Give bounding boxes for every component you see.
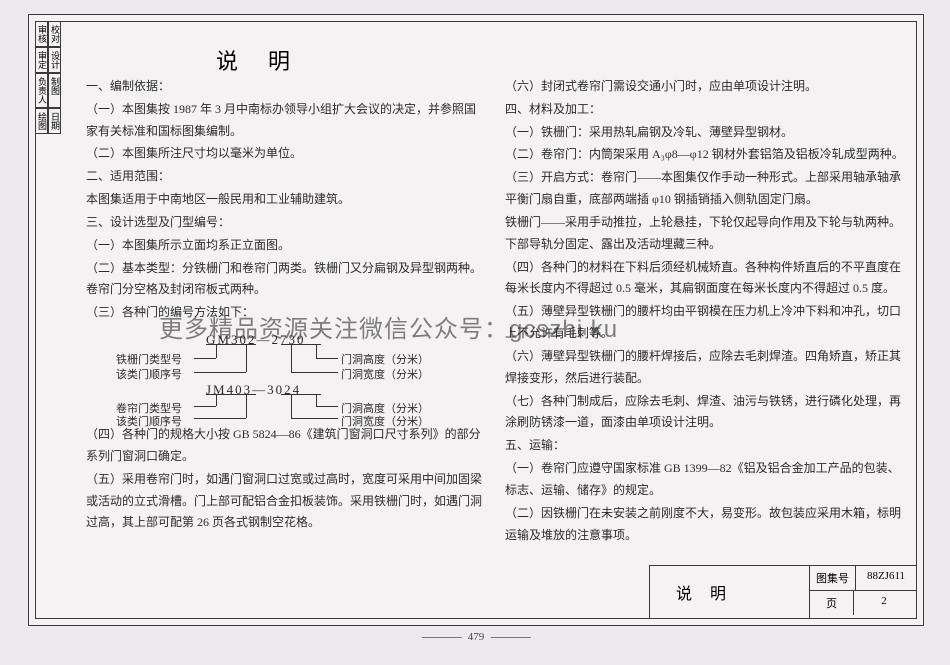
para: 五、运输： (505, 435, 904, 457)
para: （一）卷帘门应遵守国家标准 GB 1399—82《铝及铝合金加工产品的包装、标志… (505, 458, 904, 502)
connector (316, 358, 338, 359)
connector (316, 344, 317, 358)
tab-cell: 审核 (35, 21, 48, 47)
diagram-label: 该类门顺序号 (116, 412, 182, 432)
para: 铁栅门——采用手动推拉，上轮悬挂，下轮仅起导向作用及下轮与轨两种。下部导轨分固定… (505, 212, 904, 256)
para: （七）各种门制成后，应除去毛刺、焊渣、油污与铁锈，进行磷化处理，再涂刷防锈漆一道… (505, 391, 904, 435)
connector (291, 394, 292, 418)
tab-cell: 日期 (48, 108, 61, 134)
underline (281, 344, 321, 345)
para: （三）各种门的编号方法如下： (86, 302, 485, 324)
document-page: 审核 校对 审定 设计 负责人 制图 绘图 日期 说明 一、编制依据： （一）本… (28, 14, 924, 626)
connector (216, 394, 217, 406)
connector (194, 372, 246, 373)
diagram-label: 门洞宽度（分米） (341, 365, 429, 385)
para: （二）本图集所注尺寸均以毫米为单位。 (86, 143, 485, 165)
para: （二）因铁栅门在未安装之前刚度不大，易变形。故包装应采用木箱，标明运输及堆放的注… (505, 503, 904, 547)
diagram-label: 该类门顺序号 (116, 365, 182, 385)
para: （六）封闭式卷帘门需设交通小门时，应由单项设计注明。 (505, 76, 904, 98)
para: （六）薄壁异型铁栅门的腰杆焊接后，应除去毛刺焊渣。四角矫直，矫正其焊接变形，然后… (505, 346, 904, 390)
connector (246, 394, 247, 418)
page-label: 页 (810, 591, 854, 615)
connector (316, 406, 338, 407)
underline (206, 344, 256, 345)
side-tab-row: 审定 设计 (35, 47, 71, 73)
side-tab-row: 审核 校对 (35, 21, 71, 47)
connector (194, 358, 216, 359)
connector (291, 418, 338, 419)
atlas-label: 图集号 (810, 566, 856, 590)
side-tab-row: 绘图 日期 (35, 108, 71, 134)
tab-cell: 绘图 (35, 108, 48, 134)
code-diagram-1: GM302—2730 铁栅门类型号 该类门顺序号 门洞高度（分米） 门洞宽度（分… (116, 328, 485, 420)
underline (206, 394, 256, 395)
connector (291, 344, 292, 372)
tab-cell: 设计 (48, 47, 61, 73)
underline (281, 394, 321, 395)
footer-block: 说明 图集号 88ZJ611 页 2 (649, 565, 917, 619)
footer-row: 图集号 88ZJ611 (810, 566, 916, 591)
para: 三、设计选型及门型编号： (86, 212, 485, 234)
footer-title: 说明 (650, 566, 810, 618)
tab-cell: 负责人 (35, 73, 48, 108)
side-tab-row: 负责人 制图 (35, 73, 71, 108)
para: （五）采用卷帘门时，如遇门窗洞口过宽或过高时，宽度可采用中间加固梁或活动的立式滑… (86, 469, 485, 534)
para: （一）本图集所示立面均系正立面图。 (86, 235, 485, 257)
connector (194, 418, 246, 419)
para: 四、材料及加工： (505, 99, 904, 121)
para: （一）本图集按 1987 年 3 月中南标办领导小组扩大会议的决定，并参照国家有… (86, 99, 485, 143)
para: （五）薄壁异型铁栅门的腰杆均由平钢模在压力机上冷冲下料和冲孔，切口上不允许有毛刺… (505, 301, 904, 345)
page-value: 2 (854, 591, 914, 615)
tab-cell: 制图 (48, 73, 61, 108)
para: 二、适用范围： (86, 166, 485, 188)
page-title: 说明 (216, 44, 320, 76)
content-area: 一、编制依据： （一）本图集按 1987 年 3 月中南标办领导小组扩大会议的决… (86, 76, 904, 568)
para: 本图集适用于中南地区一般民用和工业辅助建筑。 (86, 189, 485, 211)
para: （一）铁栅门：采用热轧扁钢及冷轧、薄壁异型钢材。 (505, 122, 904, 144)
para: （四）各种门的材料在下料后须经机械矫直。各种构件矫直后的不平直度在每米长度内不得… (505, 257, 904, 301)
footer-grid: 图集号 88ZJ611 页 2 (810, 566, 916, 618)
footer-row: 页 2 (810, 591, 916, 615)
connector (316, 394, 317, 406)
left-column: 一、编制依据： （一）本图集按 1987 年 3 月中南标办领导小组扩大会议的决… (86, 76, 485, 568)
inner-frame: 审核 校对 审定 设计 负责人 制图 绘图 日期 说明 一、编制依据： （一）本… (35, 21, 917, 619)
code-text: JM403—3024 (206, 378, 301, 402)
tab-cell: 校对 (48, 21, 61, 47)
right-column: （六）封闭式卷帘门需设交通小门时，应由单项设计注明。 四、材料及加工： （一）铁… (505, 76, 904, 568)
para: 一、编制依据： (86, 76, 485, 98)
side-tab-block: 审核 校对 审定 设计 负责人 制图 绘图 日期 (35, 21, 71, 134)
connector (194, 406, 216, 407)
tab-cell: 审定 (35, 47, 48, 73)
connector (246, 344, 247, 372)
para: （二）卷帘门：内筒架采用 A₃φ8—φ12 钢材外套铝箔及铝板冷轧成型两种。 (505, 144, 904, 166)
page-number: 479 (416, 631, 537, 643)
para: （三）开启方式：卷帘门——本图集仅作手动一种形式。上部采用轴承轴承平衡门扇自重，… (505, 167, 904, 211)
para: （二）基本类型：分铁栅门和卷帘门两类。铁栅门又分扁钢及异型钢两种。卷帘门分空格及… (86, 258, 485, 302)
diagram-label: 门洞宽度（分米） (341, 412, 429, 432)
connector (291, 372, 338, 373)
atlas-value: 88ZJ611 (856, 566, 916, 590)
connector (216, 344, 217, 358)
